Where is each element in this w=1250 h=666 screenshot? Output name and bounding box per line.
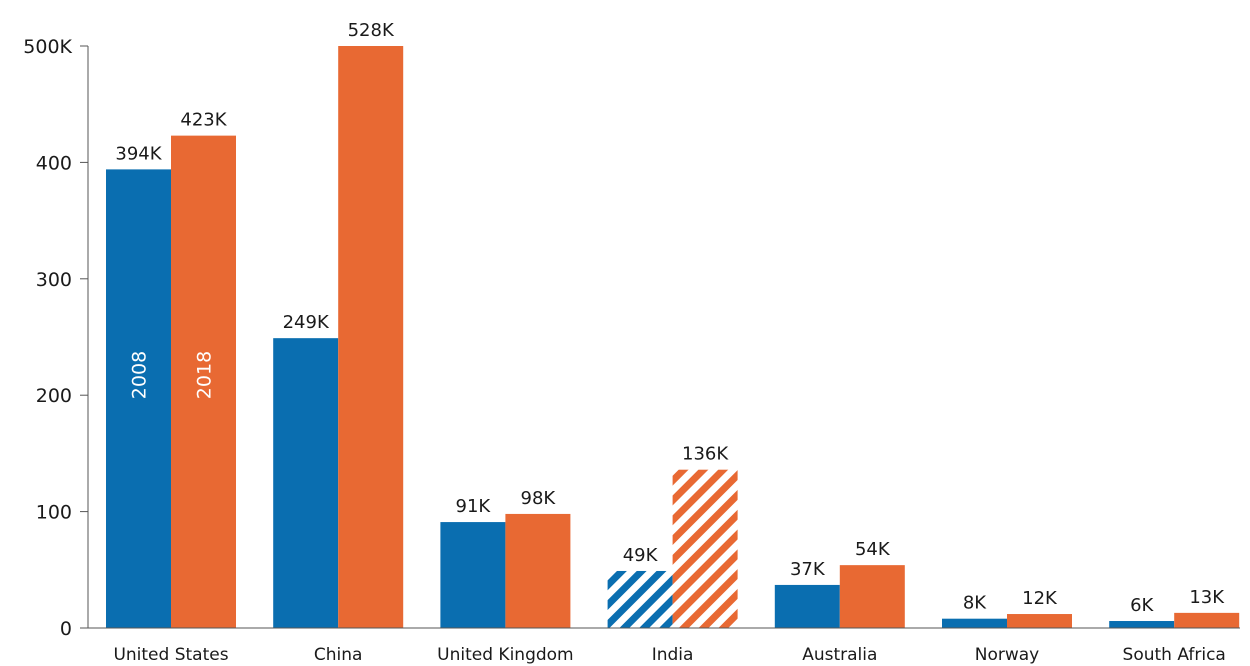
- y-tick-label: 0: [60, 618, 72, 640]
- data-label: 423K: [180, 110, 227, 131]
- data-label: 136K: [682, 444, 729, 465]
- x-category-label: United Kingdom: [437, 645, 573, 665]
- bars: [106, 46, 1240, 629]
- y-tick-label: 300: [36, 269, 72, 291]
- y-axis: 0 100 200 300 400 500K: [23, 36, 89, 640]
- bar: [440, 522, 506, 628]
- y-tick-label: 100: [36, 502, 72, 524]
- data-label: 98K: [521, 488, 557, 509]
- data-label: 12K: [1022, 588, 1058, 609]
- bar: [273, 338, 339, 628]
- data-label: 37K: [790, 559, 826, 580]
- bar: [774, 584, 840, 628]
- data-label: 13K: [1189, 587, 1225, 608]
- bar: [839, 565, 905, 628]
- x-category-label: Norway: [975, 645, 1040, 665]
- data-label: 249K: [283, 312, 330, 333]
- data-label: 91K: [456, 496, 492, 517]
- bar: [505, 513, 571, 628]
- x-category-label: South Africa: [1123, 645, 1226, 665]
- series-label: 2018: [194, 351, 216, 399]
- x-category-label: Australia: [802, 645, 877, 665]
- bar: [942, 618, 1007, 628]
- x-category-label: India: [652, 645, 694, 665]
- data-label: 394K: [115, 143, 162, 164]
- y-tick-label: 500K: [23, 36, 72, 58]
- bar: [171, 135, 236, 629]
- data-label: 8K: [963, 593, 987, 614]
- bar: [607, 570, 673, 628]
- bar: [672, 469, 738, 628]
- bar: [338, 46, 404, 628]
- bar: [1109, 621, 1175, 628]
- bar: [1007, 614, 1072, 628]
- bar: [1174, 612, 1240, 628]
- data-label: 49K: [623, 545, 659, 566]
- data-label: 6K: [1130, 595, 1154, 616]
- data-label: 528K: [348, 20, 395, 41]
- data-label: 54K: [855, 539, 891, 560]
- y-tick-label: 200: [36, 385, 72, 407]
- data-labels: 394K 2008 423K 2018 249K 528K 91K 98K 49K 136K 37K…: [115, 20, 1225, 616]
- x-category-label: United States: [113, 645, 228, 665]
- series-label: 2008: [129, 351, 151, 399]
- bar: [106, 169, 171, 628]
- x-category-label: China: [314, 645, 363, 665]
- y-tick-label: 400: [36, 152, 72, 174]
- x-axis: United States China United Kingdom India Aus…: [88, 627, 1240, 665]
